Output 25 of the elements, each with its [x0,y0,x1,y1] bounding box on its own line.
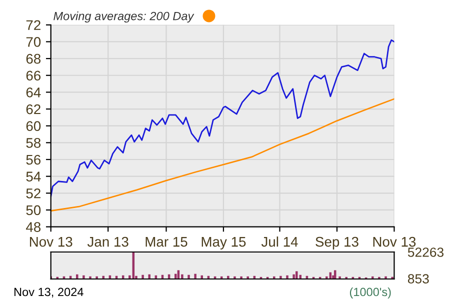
y-tick-label: 54 [26,172,41,182]
x-tick-label: Jul 14 [261,236,298,247]
x-tick-label: May 15 [202,237,246,250]
x-tick-label: Nov 13 [373,236,416,247]
y-tick-label: 58 [26,138,41,148]
y-tick-label: 68 [26,54,41,64]
y-tick-label: 60 [26,121,41,132]
text: Nov 13, 2024 [14,288,84,298]
legend-label: Moving averages: 200 Day [54,12,194,23]
y-tick-label: 48 [26,222,41,232]
y-tick-label: 62 [26,104,40,114]
x-tick-label: Jan 13 [87,236,128,247]
y-tick-label: 50 [26,205,41,216]
x-tick-label: Nov 13 [30,236,72,247]
y-tick-label: 52 [26,188,40,198]
x-tick-label: Mar 15 [146,237,188,247]
y-tick-label: 853 [408,274,429,284]
x-tick-label: Sep 13 [316,236,358,250]
y-tick-label: 52263 [408,248,444,257]
y-tick-label: 66 [26,70,41,81]
y-tick-label: 56 [26,154,41,165]
y-tick-label: 64 [26,88,41,98]
y-tick-label: 70 [26,37,41,47]
y-tick-label: 72 [26,20,40,30]
text: (1000's) [350,287,391,298]
